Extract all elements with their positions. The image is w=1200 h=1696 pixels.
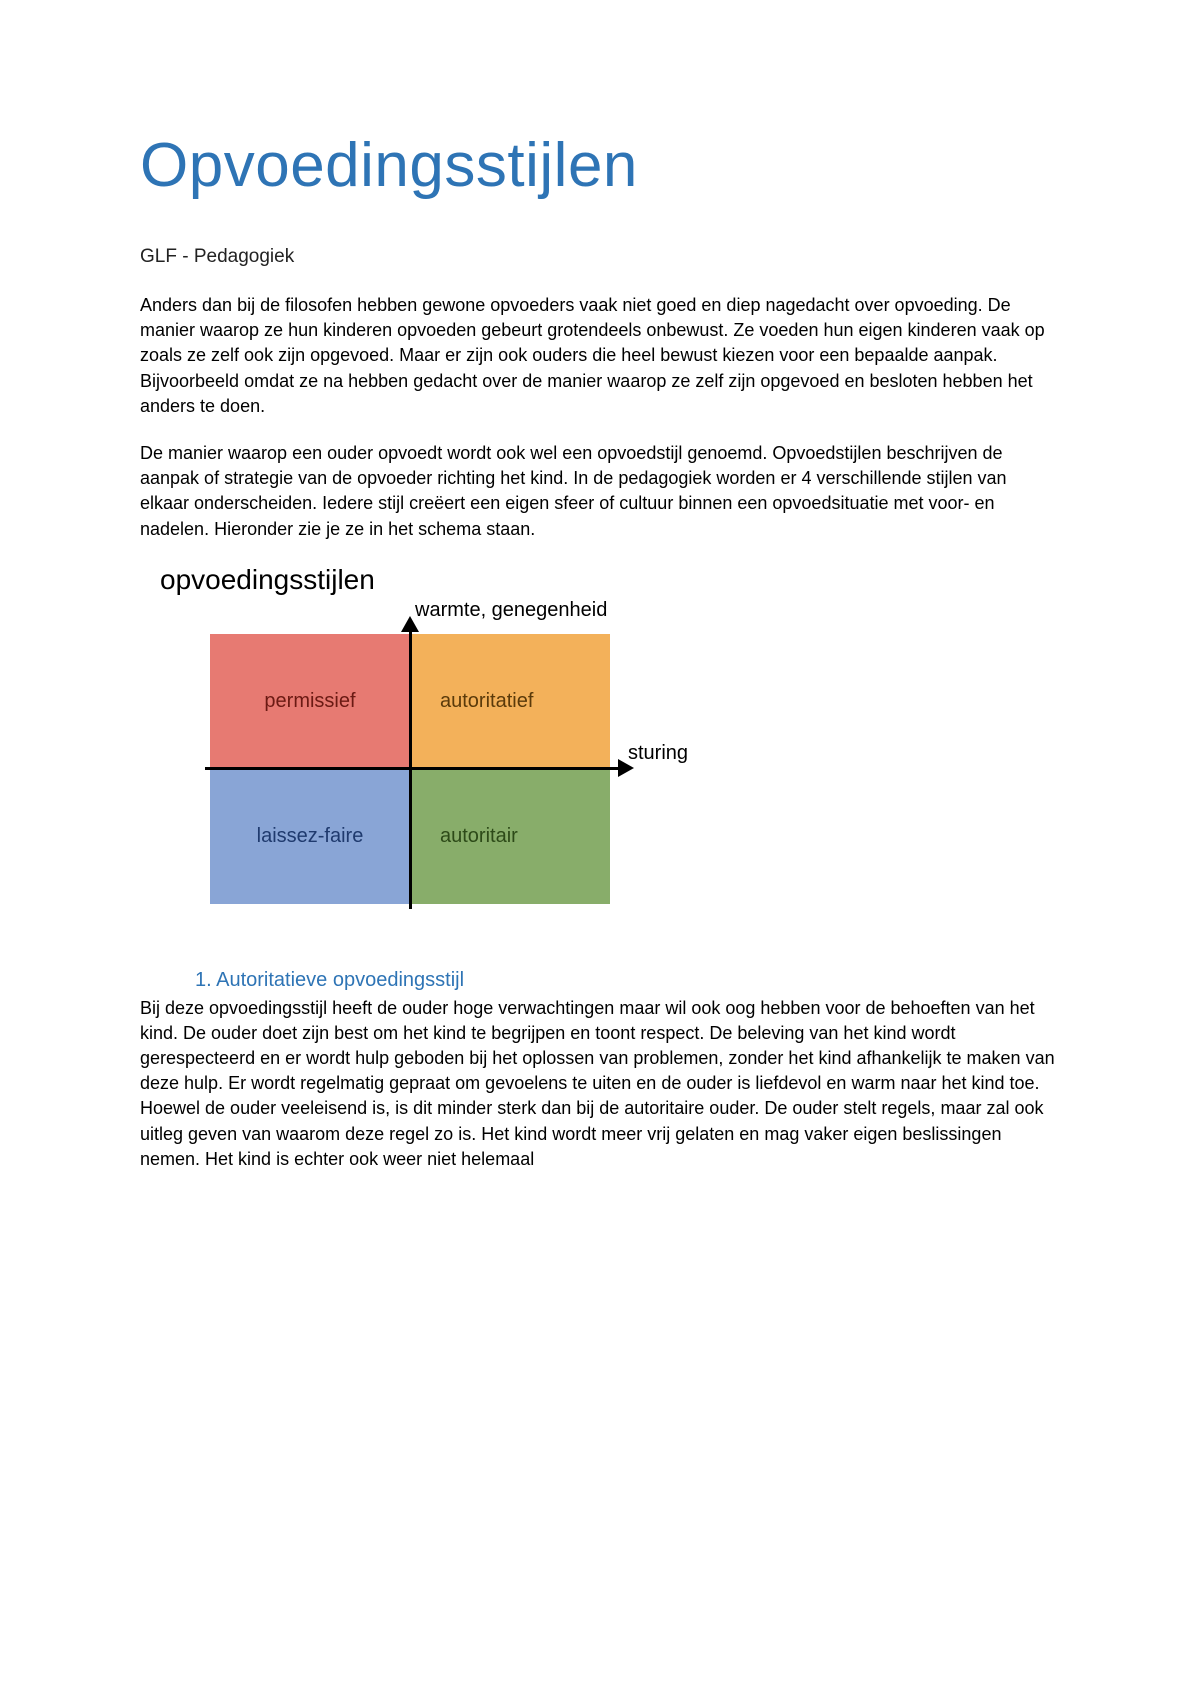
intro-paragraph-2: De manier waarop een ouder opvoedt wordt… xyxy=(140,441,1060,542)
quadrant-autoritatief: autoritatief xyxy=(410,634,610,769)
section-1-heading: 1. Autoritatieve opvoedingsstijl xyxy=(195,969,1060,992)
diagram-title: opvoedingsstijlen xyxy=(160,564,1060,596)
quadrant-autoritair: autoritair xyxy=(410,769,610,904)
document-subtitle: GLF - Pedagogiek xyxy=(140,246,1060,268)
quadrant-laissez-faire: laissez-faire xyxy=(210,769,410,904)
x-axis-line xyxy=(205,767,623,770)
intro-paragraph-1: Anders dan bij de filosofen hebben gewon… xyxy=(140,293,1060,419)
x-axis-label: sturing xyxy=(628,742,688,765)
y-axis-arrow-icon xyxy=(401,616,419,632)
section-1-body: Bij deze opvoedingsstijl heeft de ouder … xyxy=(140,996,1060,1172)
document-title: Opvoedingsstijlen xyxy=(140,130,1060,201)
quadrant-diagram: opvoedingsstijlen warmte, genegenheid pe… xyxy=(150,564,1060,924)
quadrant-permissief: permissief xyxy=(210,634,410,769)
diagram-canvas: warmte, genegenheid permissief autoritat… xyxy=(150,604,710,924)
y-axis-label: warmte, genegenheid xyxy=(415,599,607,622)
